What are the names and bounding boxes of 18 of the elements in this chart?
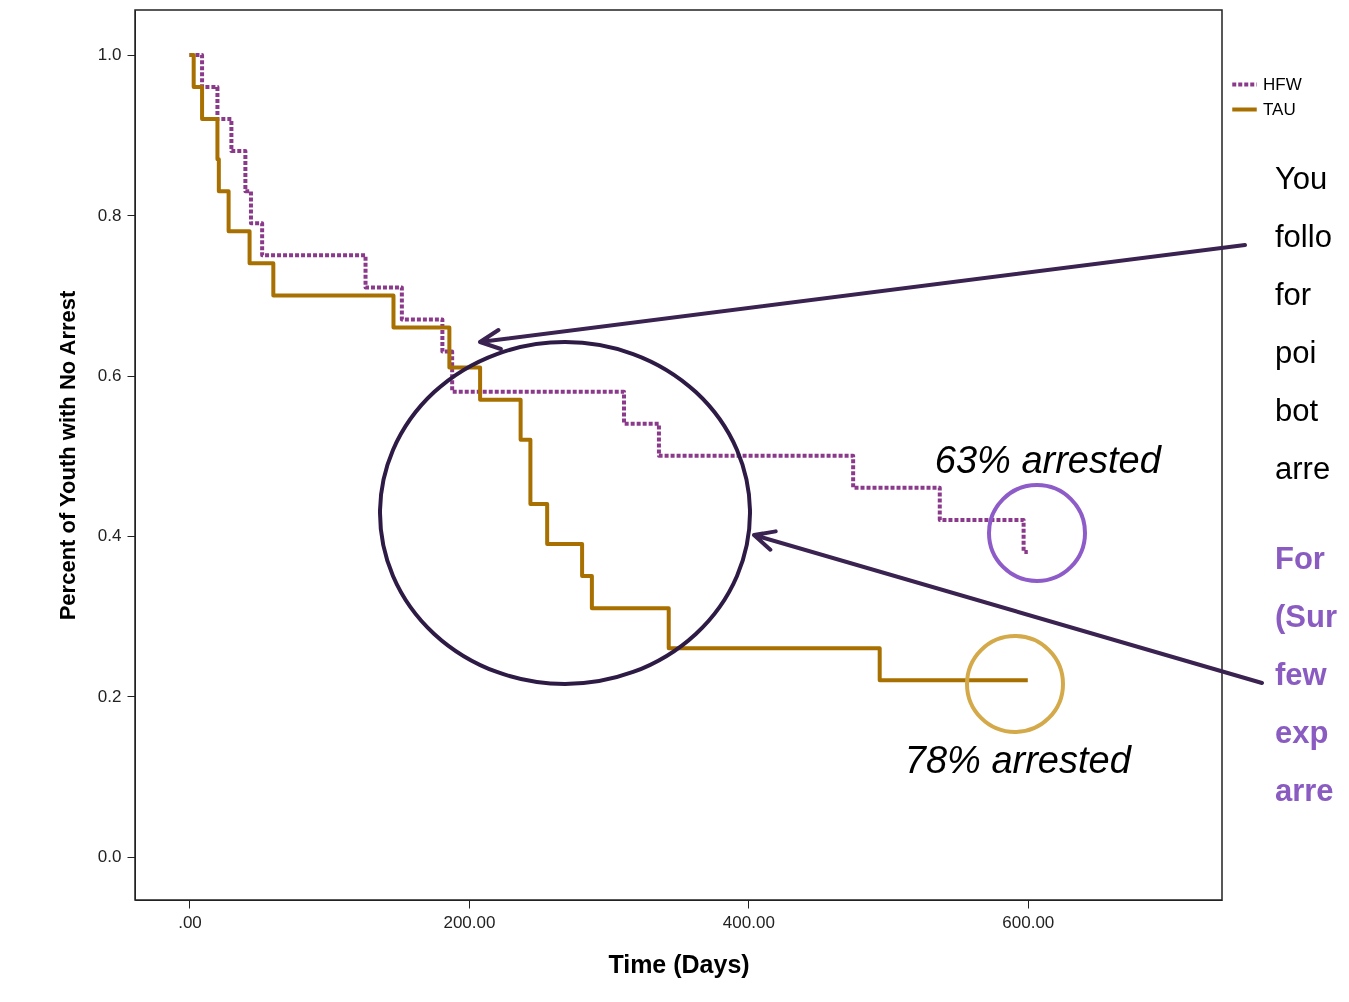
y-tick-label: 0.6 (97, 366, 122, 386)
y-tick-label: 0.0 (97, 847, 122, 867)
text: You follo for poi bot arre (1275, 161, 1332, 486)
text: For (Sur few exp arre (1275, 541, 1337, 808)
y-axis-title: Percent of Youth with No Arrest (54, 290, 80, 621)
annotation: 63% arrested (934, 439, 1163, 482)
y-tick-label: 0.4 (97, 526, 122, 546)
x-tick-label: 600.00 (1002, 912, 1055, 932)
x-tick-label: .00 (178, 912, 202, 932)
y-tick-label: 0.2 (97, 686, 122, 706)
y-tick-label: 0.8 (97, 205, 122, 225)
legend-label: HFW (1263, 74, 1302, 94)
legend-label: TAU (1263, 99, 1296, 119)
x-tick-label: 200.00 (443, 912, 496, 932)
y-tick-label: 1.0 (97, 45, 122, 65)
x-tick-label: 400.00 (722, 912, 775, 932)
annotation: 78% arrested (904, 739, 1133, 782)
x-axis-title: Time (Days) (608, 949, 750, 978)
